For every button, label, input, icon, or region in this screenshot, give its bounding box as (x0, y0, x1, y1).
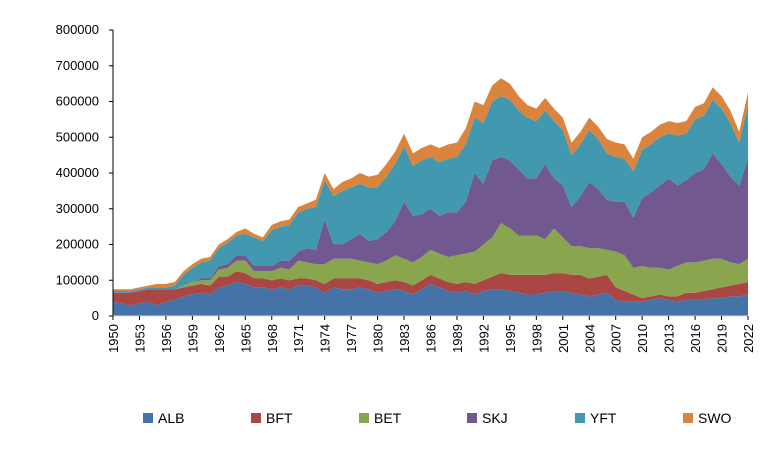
area-series-alb (113, 282, 748, 316)
legend-label-skj: SKJ (482, 410, 508, 426)
y-tick-label: 300000 (56, 201, 99, 216)
x-tick-label: 1950 (106, 324, 121, 353)
x-tick-label: 1995 (503, 324, 518, 353)
x-tick-label: 2022 (741, 324, 756, 353)
legend-label-alb: ALB (158, 410, 184, 426)
legend-swatch-bft (251, 413, 261, 423)
x-tick-label: 1965 (238, 324, 253, 353)
x-tick-label: 1977 (344, 324, 359, 353)
area-series-skj (113, 153, 748, 293)
x-tick-label: 2010 (635, 324, 650, 353)
x-tick-label: 2004 (582, 324, 597, 353)
x-tick-label: 1959 (185, 324, 200, 353)
x-tick-label: 2016 (688, 324, 703, 353)
y-tick-label: 700000 (56, 58, 99, 73)
y-tick-label: 400000 (56, 165, 99, 180)
x-tick-label: 1986 (424, 324, 439, 353)
area-series-bet (113, 223, 748, 299)
y-tick-label: 800000 (56, 22, 99, 37)
legend-swatch-yft (575, 413, 585, 423)
area-series-group (113, 78, 748, 316)
legend-swatch-bet (359, 413, 369, 423)
legend-swatch-skj (467, 413, 477, 423)
x-tick-label: 1974 (318, 324, 333, 353)
area-series-yft (113, 96, 748, 293)
area-series-bft (113, 271, 748, 306)
legend-label-bft: BFT (266, 410, 293, 426)
x-tick-label: 2007 (609, 324, 624, 353)
x-tick-label: 1989 (450, 324, 465, 353)
x-tick-label: 2013 (662, 324, 677, 353)
x-tick-label: 1971 (291, 324, 306, 353)
legend-label-bet: BET (374, 410, 402, 426)
legend-swatch-alb (143, 413, 153, 423)
x-tick-label: 1998 (529, 324, 544, 353)
y-tick-label: 500000 (56, 129, 99, 144)
y-tick-label: 100000 (56, 272, 99, 287)
x-tick-label: 1980 (371, 324, 386, 353)
x-axis-ticks: 1950 1953 1956 1959 1962 1965 1968 1971 1974 1977… (106, 316, 756, 353)
legend-swatch-swo (683, 413, 693, 423)
y-tick-label: 0 (92, 308, 99, 323)
x-tick-label: 2019 (715, 324, 730, 353)
x-tick-label: 1953 (132, 324, 147, 353)
x-tick-label: 1992 (476, 324, 491, 353)
y-tick-label: 600000 (56, 94, 99, 109)
legend: ALB BFT BET SKJ YFT SWO (143, 410, 732, 426)
legend-label-yft: YFT (590, 410, 617, 426)
x-tick-label: 1962 (212, 324, 227, 353)
legend-label-swo: SWO (698, 410, 732, 426)
x-tick-label: 1968 (265, 324, 280, 353)
y-tick-label: 200000 (56, 237, 99, 252)
x-tick-label: 2001 (556, 324, 571, 353)
y-axis-ticks: 0 100000 200000 300000 400000 500000 600000 700… (56, 22, 113, 323)
x-tick-label: 1983 (397, 324, 412, 353)
x-tick-label: 1956 (159, 324, 174, 353)
